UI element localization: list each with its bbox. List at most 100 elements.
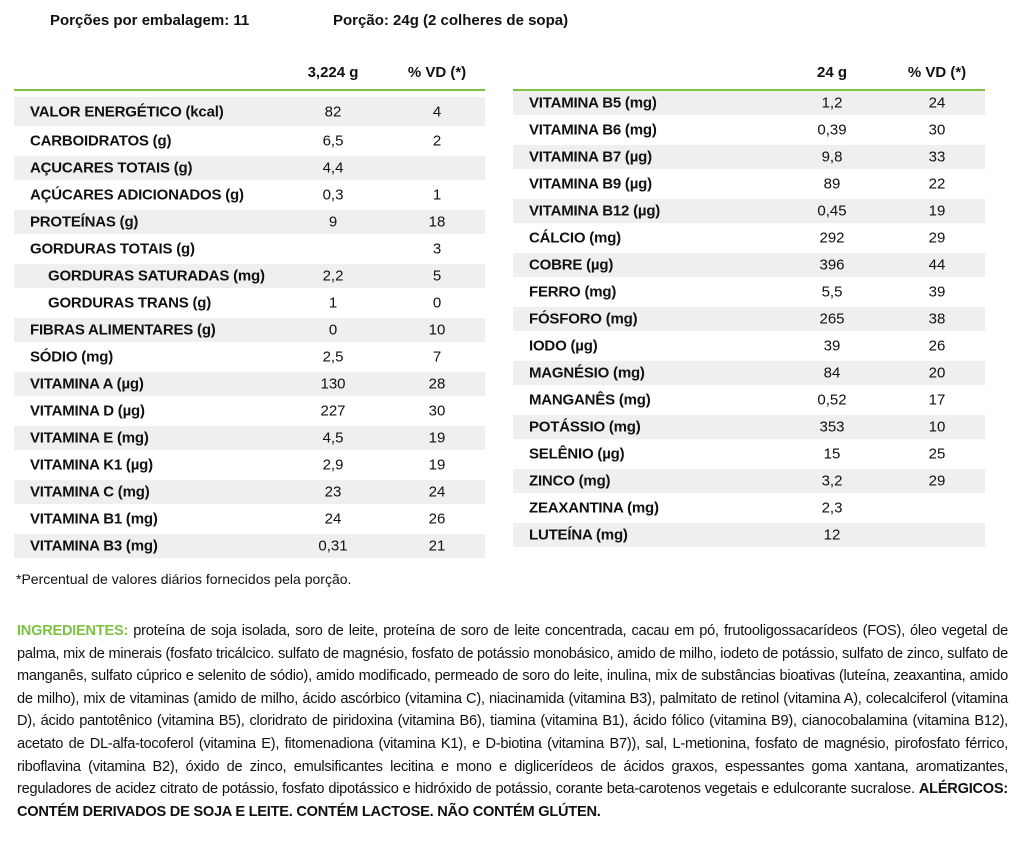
nutrient-label: COBRE (µg) (529, 256, 614, 274)
amount: 130 (320, 375, 346, 393)
nutrient-label: GORDURAS TRANS (g) (48, 294, 212, 312)
daily-value: 38 (928, 310, 946, 328)
table-row: AÇÚCARES ADICIONADOS (g) 0,3 1 (14, 183, 485, 207)
amount: 0 (328, 321, 338, 339)
amount: 396 (819, 256, 845, 274)
nutrient-label: VITAMINA A (µg) (30, 375, 144, 393)
table-row: VITAMINA A (µg) 130 28 (14, 372, 485, 396)
header-rule (14, 89, 485, 91)
nutrient-label: IODO (µg) (529, 337, 598, 355)
daily-value: 24 (928, 94, 946, 112)
amount: 89 (823, 175, 841, 193)
table-row: VITAMINA B3 (mg) 0,31 21 (14, 534, 485, 558)
daily-value: 30 (428, 402, 446, 420)
amount: 9 (328, 213, 338, 231)
table-row: VITAMINA K1 (µg) 2,9 19 (14, 453, 485, 477)
amount: 3,2 (821, 472, 843, 490)
nutrient-label: VITAMINA B12 (µg) (529, 202, 661, 220)
nutrient-label: FERRO (mg) (529, 283, 617, 301)
column-header: % VD (*) (407, 64, 467, 81)
nutrient-label: GORDURAS TOTAIS (g) (30, 240, 195, 258)
table-row: SELÊNIO (µg) 15 25 (513, 442, 985, 466)
table-row: AÇUCARES TOTAIS (g) 4,4 (14, 156, 485, 180)
column-header: 24 g (816, 64, 848, 81)
amount: 39 (823, 337, 841, 355)
table-row: VITAMINA B6 (mg) 0,39 30 (513, 118, 985, 142)
daily-value: 44 (928, 256, 946, 274)
ingredients: INGREDIENTES: proteína de soja isolada, … (17, 620, 1008, 823)
daily-value: 39 (928, 283, 946, 301)
nutrient-label: CÁLCIO (mg) (529, 229, 621, 247)
daily-value: 17 (928, 391, 946, 409)
nutrient-label: LUTEÍNA (mg) (529, 526, 628, 544)
nutrient-label: VITAMINA D (µg) (30, 402, 145, 420)
table-row: GORDURAS TOTAIS (g) 3 (14, 237, 485, 261)
table-row: MAGNÉSIO (mg) 84 20 (513, 361, 985, 385)
table-row: VITAMINA D (µg) 227 30 (14, 399, 485, 423)
table-row: FÓSFORO (mg) 265 38 (513, 307, 985, 331)
amount: 4,4 (322, 159, 344, 177)
daily-value: 7 (432, 348, 442, 366)
daily-value: 30 (928, 121, 946, 139)
servings: Porções por embalagem: 11 (50, 12, 250, 29)
allergens: ALÉRGICOS: CONTÉM DERIVADOS DE SOJA E LE… (17, 781, 1008, 820)
nutrient-label: PROTEÍNAS (g) (30, 213, 139, 231)
amount: 82 (324, 103, 342, 120)
table-row: VITAMINA E (mg) 4,5 19 (14, 426, 485, 450)
nutrient-label: MANGANÊS (mg) (529, 391, 651, 409)
amount: 0,45 (817, 202, 847, 220)
amount: 9,8 (821, 148, 843, 166)
daily-value: 19 (428, 456, 446, 474)
nutrient-label: VITAMINA K1 (µg) (30, 456, 153, 474)
amount: 12 (823, 526, 841, 544)
daily-value: 19 (928, 202, 946, 220)
table-row: VALOR ENERGÉTICO (kcal) 82 4 (14, 97, 485, 126)
amount: 0,39 (817, 121, 847, 139)
footnote: *Percentual de valores diários fornecido… (16, 571, 352, 587)
amount: 0,31 (318, 537, 348, 555)
table-row: CARBOIDRATOS (g) 6,5 2 (14, 129, 485, 153)
table-row: GORDURAS SATURADAS (mg) 2,2 5 (14, 264, 485, 288)
daily-value: 22 (928, 175, 946, 193)
nutrient-label: VITAMINA B1 (mg) (30, 510, 158, 528)
table-row: FERRO (mg) 5,5 39 (513, 280, 985, 304)
amount: 265 (819, 310, 845, 328)
table-row: MANGANÊS (mg) 0,52 17 (513, 388, 985, 412)
daily-value: 26 (928, 337, 946, 355)
daily-value: 20 (928, 364, 946, 382)
nutrient-label: SÓDIO (mg) (30, 348, 113, 366)
nutrient-label: SELÊNIO (µg) (529, 445, 625, 463)
nutrient-label: ZEAXANTINA (mg) (529, 499, 659, 517)
daily-value: 19 (428, 429, 446, 447)
table-row: VITAMINA B1 (mg) 24 26 (14, 507, 485, 531)
amount: 1 (328, 294, 338, 312)
table-row: POTÁSSIO (mg) 353 10 (513, 415, 985, 439)
nutrient-label: VITAMINA B3 (mg) (30, 537, 158, 555)
table-row: SÓDIO (mg) 2,5 7 (14, 345, 485, 369)
nutrient-label: FIBRAS ALIMENTARES (g) (30, 321, 216, 339)
table-row: CÁLCIO (mg) 292 29 (513, 226, 985, 250)
table-row: VITAMINA B12 (µg) 0,45 19 (513, 199, 985, 223)
nutrient-label: VALOR ENERGÉTICO (kcal) (30, 103, 224, 120)
column-header: % VD (*) (907, 64, 967, 81)
nutrient-label: VITAMINA B9 (µg) (529, 175, 652, 193)
amount: 15 (823, 445, 841, 463)
daily-value: 1 (432, 186, 442, 204)
amount: 4,5 (322, 429, 344, 447)
daily-value: 25 (928, 445, 946, 463)
daily-value: 29 (928, 229, 946, 247)
daily-value: 3 (432, 240, 442, 258)
amount: 2,2 (322, 267, 344, 285)
daily-value: 18 (428, 213, 446, 231)
nutrient-label: CARBOIDRATOS (g) (30, 132, 172, 150)
table-row: ZEAXANTINA (mg) 2,3 (513, 496, 985, 520)
daily-value: 5 (432, 267, 442, 285)
daily-value: 10 (928, 418, 946, 436)
table-row: VITAMINA B5 (mg) 1,2 24 (513, 91, 985, 115)
daily-value: 4 (432, 103, 442, 120)
daily-value: 29 (928, 472, 946, 490)
table-row: VITAMINA C (mg) 23 24 (14, 480, 485, 504)
table-row: GORDURAS TRANS (g) 1 0 (14, 291, 485, 315)
table-row: VITAMINA B7 (µg) 9,8 33 (513, 145, 985, 169)
